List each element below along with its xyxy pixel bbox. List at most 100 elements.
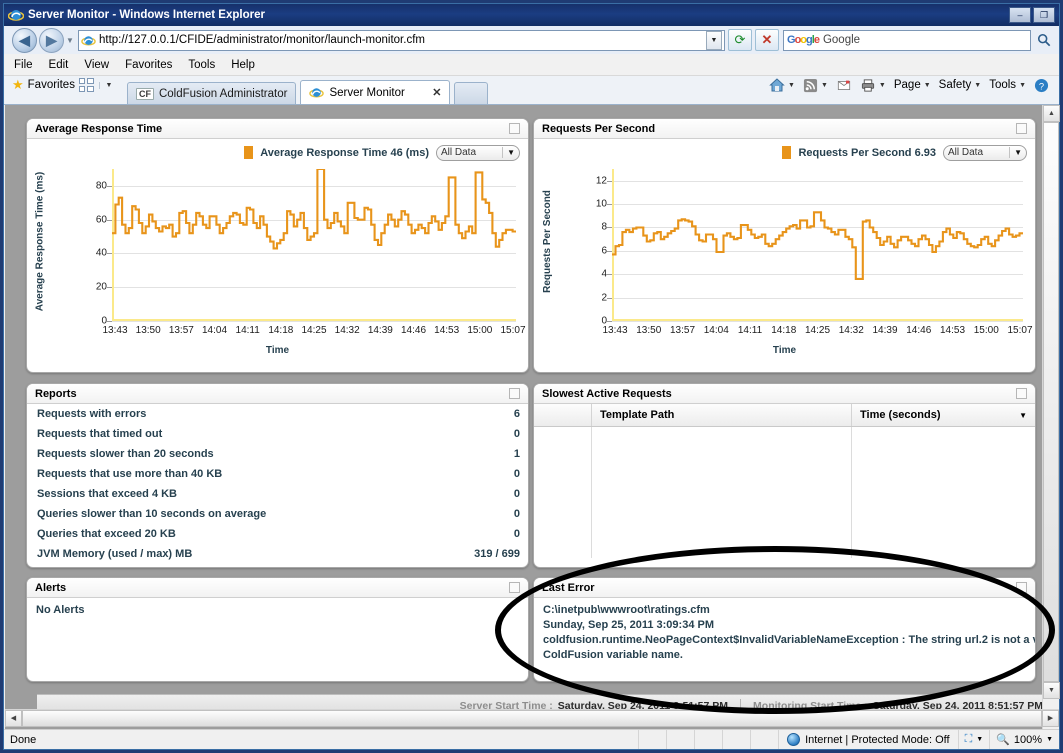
new-tab-button[interactable] xyxy=(454,82,489,104)
minimize-button[interactable]: – xyxy=(1009,7,1031,23)
panel-header: Average Response Time xyxy=(27,119,528,139)
scroll-right-arrow[interactable]: ▶ xyxy=(1042,709,1059,727)
horizontal-scroll-thumb[interactable] xyxy=(22,709,1042,727)
mail-button[interactable] xyxy=(836,79,852,92)
minimize-panel-icon[interactable] xyxy=(1016,123,1027,134)
x-tick-label: 13:43 xyxy=(102,325,128,336)
chevron-down-icon[interactable]: ▼ xyxy=(1046,736,1053,743)
chevron-down-icon[interactable]: ▼ xyxy=(923,81,931,89)
panel-alerts: Alerts No Alerts xyxy=(26,577,529,682)
series-line xyxy=(112,169,516,250)
menu-item-tools[interactable]: Tools xyxy=(188,58,216,71)
tools-menu-button[interactable]: Tools ▼ xyxy=(989,79,1026,91)
panel-reports: Reports Requests with errors 6 Requests th… xyxy=(26,383,529,568)
menu-item-edit[interactable]: Edit xyxy=(48,58,69,71)
vertical-scroll-thumb[interactable] xyxy=(1043,122,1059,682)
x-tick-label: 14:11 xyxy=(235,325,260,336)
menu-item-favorites[interactable]: Favorites xyxy=(125,58,173,71)
chevron-down-icon[interactable]: ▼ xyxy=(788,81,795,89)
url-bar[interactable]: http://127.0.0.1/CFIDE/administrator/mon… xyxy=(78,29,725,51)
protected-mode-indicator[interactable]: ⛶ ▼ xyxy=(957,730,990,749)
tab-label: Server Monitor xyxy=(329,86,405,99)
chevron-down-icon[interactable]: ▼ xyxy=(976,736,984,743)
data-range-select[interactable]: All Data ▼ xyxy=(436,144,520,161)
minimize-panel-icon[interactable] xyxy=(509,123,520,134)
favorites-button[interactable]: ★ Favorites ▼ xyxy=(4,71,123,104)
minimize-panel-icon[interactable] xyxy=(1016,388,1027,399)
column-header-index[interactable] xyxy=(534,404,592,426)
chevron-down-icon[interactable]: ▼ xyxy=(1014,148,1022,157)
menu-bar: File Edit View Favorites Tools Help xyxy=(4,54,1059,76)
report-row[interactable]: Sessions that exceed 4 KB 0 xyxy=(27,484,528,504)
sort-descending-icon[interactable]: ▼ xyxy=(1019,410,1027,420)
page-menu-button[interactable]: Page ▼ xyxy=(894,79,931,91)
report-label: Queries slower than 10 seconds on averag… xyxy=(37,508,267,520)
search-go-icon[interactable] xyxy=(1033,29,1055,51)
report-row[interactable]: Requests that use more than 40 KB 0 xyxy=(27,464,528,484)
feeds-button[interactable]: ▼ xyxy=(803,78,828,93)
history-dropdown-icon[interactable]: ▼ xyxy=(66,35,74,45)
x-tick-label: 14:32 xyxy=(838,325,864,336)
chart-area-response-time: Average Response Time (ms) 0 20 40 60 80 13:4… xyxy=(27,161,528,357)
back-button[interactable]: ◀ xyxy=(12,27,37,53)
star-icon: ★ xyxy=(12,77,24,92)
chevron-down-icon[interactable]: ▼ xyxy=(507,148,515,157)
tab-server-monitor[interactable]: Server Monitor ✕ xyxy=(300,80,451,104)
report-row[interactable]: Requests that timed out 0 xyxy=(27,424,528,444)
report-label: Requests that timed out xyxy=(37,428,163,440)
security-zone[interactable]: Internet | Protected Mode: Off xyxy=(778,730,958,749)
refresh-icon[interactable]: ⟳ xyxy=(728,29,752,51)
tab-coldfusion-administrator[interactable]: CF ColdFusion Administrator xyxy=(126,82,297,104)
column-header-template-path[interactable]: Template Path xyxy=(592,404,852,426)
report-row[interactable]: Queries that exceed 20 KB 0 xyxy=(27,524,528,544)
minimize-panel-icon[interactable] xyxy=(1016,582,1027,593)
x-axis-label: Time xyxy=(772,345,797,356)
maximize-button[interactable]: ❐ xyxy=(1033,7,1055,23)
close-icon[interactable]: ✕ xyxy=(432,87,442,99)
y-tick-label: 2 xyxy=(601,292,607,304)
home-button[interactable]: ▼ xyxy=(769,77,795,93)
report-row[interactable]: Requests with errors 6 xyxy=(27,404,528,424)
url-dropdown-button[interactable]: ▼ xyxy=(706,30,722,50)
svg-text:?: ? xyxy=(1039,81,1044,91)
scroll-left-arrow[interactable]: ◀ xyxy=(5,709,22,727)
grid-line xyxy=(612,321,1023,322)
scroll-up-arrow[interactable]: ▲ xyxy=(1043,105,1060,122)
plot-region: 0 2 4 6 8 10 12 13:43 13:50 13:57 14:04 14:11 14:18 1… xyxy=(596,169,1033,336)
print-button[interactable]: ▼ xyxy=(860,78,886,93)
zoom-control[interactable]: 🔍 100% ▼ xyxy=(989,730,1059,749)
horizontal-scrollbar[interactable]: ◀ ▶ xyxy=(5,709,1059,727)
menu-item-file[interactable]: File xyxy=(14,58,33,71)
chevron-down-icon[interactable]: ▼ xyxy=(974,81,982,89)
report-row[interactable]: Queries slower than 10 seconds on averag… xyxy=(27,504,528,524)
favorites-bar-icon[interactable] xyxy=(78,78,94,92)
vertical-scrollbar[interactable]: ▲ ▼ xyxy=(1042,105,1060,731)
stop-icon[interactable]: ✕ xyxy=(755,29,779,51)
menu-item-view[interactable]: View xyxy=(84,58,110,71)
column-header-time-seconds[interactable]: Time (seconds) ▼ xyxy=(852,404,1035,426)
y-tick-mark xyxy=(107,253,112,255)
chevron-down-icon[interactable]: ▼ xyxy=(820,81,828,89)
chevron-down-icon[interactable]: ▼ xyxy=(878,81,886,89)
forward-button[interactable]: ▶ xyxy=(39,27,64,53)
search-input[interactable]: Google Google xyxy=(783,29,1031,51)
menu-item-help[interactable]: Help xyxy=(231,58,255,71)
panel-title: Reports xyxy=(35,387,77,400)
report-row[interactable]: JVM Memory (used / max) MB 319 / 699 xyxy=(27,544,528,564)
data-range-select[interactable]: All Data ▼ xyxy=(943,144,1027,161)
chevron-down-icon[interactable]: ▼ xyxy=(1019,81,1026,89)
favorites-dropdown-icon[interactable]: ▼ xyxy=(98,81,115,89)
x-tick-label: 15:00 xyxy=(467,325,493,336)
safety-menu-button[interactable]: Safety ▼ xyxy=(939,79,982,91)
report-row[interactable]: Requests slower than 20 seconds 1 xyxy=(27,444,528,464)
scroll-down-arrow[interactable]: ▼ xyxy=(1043,682,1060,699)
help-button[interactable]: ? xyxy=(1034,78,1049,93)
grid-line xyxy=(612,250,1023,252)
minimize-panel-icon[interactable] xyxy=(509,582,520,593)
x-tick-label: 14:46 xyxy=(906,325,932,336)
browser-window: Server Monitor - Windows Internet Explor… xyxy=(3,3,1060,750)
grid-line xyxy=(112,219,516,221)
y-tick-label: 12 xyxy=(595,175,607,187)
x-tick-label: 13:50 xyxy=(135,325,161,336)
minimize-panel-icon[interactable] xyxy=(509,388,520,399)
